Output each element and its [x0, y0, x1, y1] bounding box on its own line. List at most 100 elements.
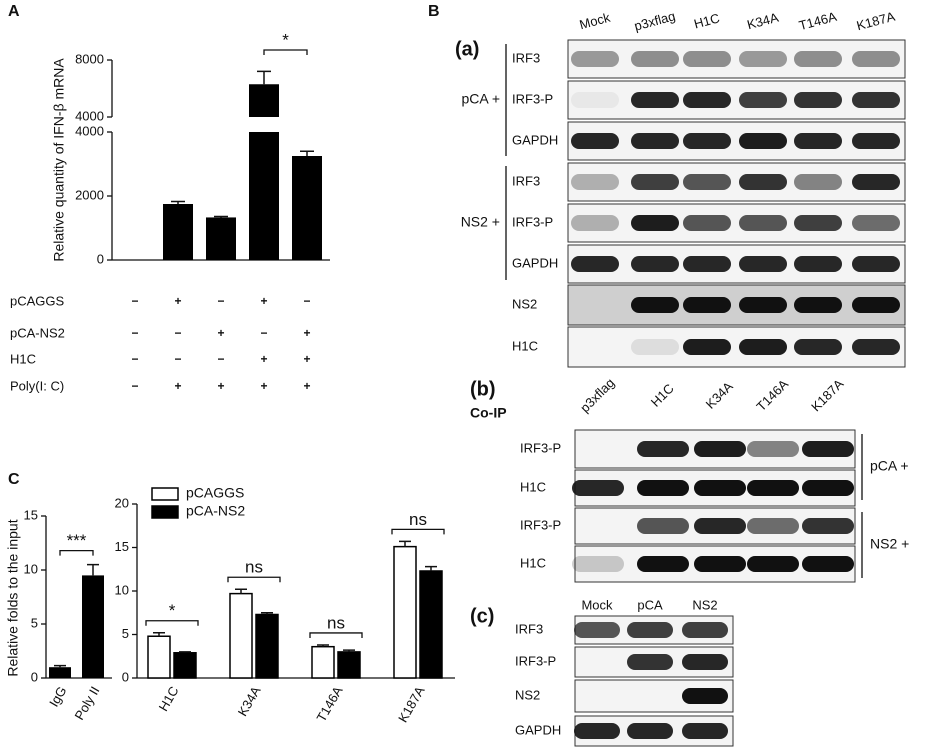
y-tick-label: 5: [31, 615, 38, 630]
row-label: IRF3: [515, 621, 543, 636]
blot-band: [794, 339, 842, 355]
lane-label: p3xflag: [577, 375, 617, 415]
condition-sign: +: [174, 294, 181, 308]
x-tick-label: K34A: [235, 683, 264, 718]
blot-panel: [567, 80, 906, 120]
bar: [249, 84, 279, 260]
bar: [292, 156, 322, 260]
blot-band: [637, 556, 689, 572]
blot-band: [637, 518, 689, 534]
row-label: IRF3: [512, 50, 540, 65]
blot-band: [739, 215, 787, 231]
blot-band: [637, 480, 689, 496]
row-label: H1C: [520, 555, 546, 570]
blot-band: [683, 174, 731, 190]
blot-band: [694, 441, 746, 457]
blot-band: [631, 133, 679, 149]
blot-label: (a): [455, 38, 479, 60]
condition-sign: −: [217, 352, 224, 366]
bar: [419, 570, 443, 679]
blot-band: [571, 133, 619, 149]
blot-band: [683, 297, 731, 313]
blot-panel: [567, 244, 906, 284]
lane-label: T146A: [797, 9, 838, 33]
blot-band: [682, 622, 728, 638]
y-tick-label: 10: [24, 561, 38, 576]
blot-band: [802, 480, 854, 496]
y-tick-label: 5: [122, 626, 129, 641]
blot-band: [794, 92, 842, 108]
error-bar: [300, 150, 314, 156]
row-label: NS2: [515, 687, 540, 702]
blot-band: [631, 174, 679, 190]
blot-band: [794, 174, 842, 190]
error-bar: [399, 540, 411, 547]
blot-band: [747, 480, 799, 496]
blot-band: [694, 556, 746, 572]
condition-sign: +: [303, 352, 310, 366]
blot-band: [574, 723, 620, 739]
blot-band: [739, 51, 787, 67]
condition-sign: −: [303, 294, 310, 308]
significance-bracket: [309, 632, 363, 638]
condition-sign: +: [174, 379, 181, 393]
blot-band: [572, 480, 624, 496]
blot-band: [683, 256, 731, 272]
significance-bracket: [59, 549, 94, 556]
row-label: GAPDH: [512, 132, 558, 147]
row-label: GAPDH: [512, 255, 558, 270]
legend-swatch: [151, 487, 179, 501]
lane-label: T146A: [753, 376, 791, 414]
blot-band: [794, 297, 842, 313]
blot-band: [802, 518, 854, 534]
bar: [393, 545, 417, 679]
error-bar: [317, 644, 329, 647]
blot-band: [694, 480, 746, 496]
legend-label: pCA-NS2: [186, 503, 245, 519]
x-tick-label: H1C: [156, 684, 182, 714]
condition-sign: −: [131, 352, 138, 366]
row-label: GAPDH: [515, 722, 561, 737]
lane-label: K34A: [745, 10, 780, 33]
bar: [229, 592, 253, 679]
blot-band: [637, 441, 689, 457]
condition-sign: +: [217, 326, 224, 340]
significance-bracket: [145, 620, 199, 626]
blot-band: [631, 92, 679, 108]
legend-label: pCAGGS: [186, 485, 244, 501]
y-tick-label: 2000: [75, 187, 104, 202]
condition-label: pCAGGS: [10, 293, 65, 308]
blot-panel: [567, 203, 906, 243]
x-tick-label: Poly II: [72, 684, 103, 723]
blot-band: [739, 133, 787, 149]
row-label: IRF3-P: [512, 91, 553, 106]
error-bar: [171, 200, 185, 204]
blot-band: [852, 297, 900, 313]
condition-sign: −: [260, 326, 267, 340]
blot-band: [574, 622, 620, 638]
row-label: IRF3-P: [512, 214, 553, 229]
blot-band: [794, 51, 842, 67]
x-tick-label: IgG: [46, 684, 69, 710]
bar: [255, 613, 279, 679]
condition-sign: −: [131, 294, 138, 308]
blot-band: [682, 654, 728, 670]
row-label: H1C: [512, 338, 538, 353]
condition-sign: −: [174, 352, 181, 366]
panel-label: B: [428, 3, 440, 20]
lane-label: pCA: [637, 597, 663, 612]
significance-label: *: [282, 30, 289, 49]
blot-label: (c): [470, 605, 494, 627]
blot-band: [627, 654, 673, 670]
blot-band: [631, 51, 679, 67]
bar: [337, 651, 361, 679]
blot-band: [852, 339, 900, 355]
lane-label: Mock: [581, 597, 613, 612]
condition-sign: −: [174, 326, 181, 340]
row-label: IRF3: [512, 173, 540, 188]
bar: [173, 652, 197, 679]
blot-band: [739, 92, 787, 108]
group-label: NS2 +: [870, 536, 909, 552]
blot-band: [572, 556, 624, 572]
y-tick-label: 0: [97, 251, 104, 266]
